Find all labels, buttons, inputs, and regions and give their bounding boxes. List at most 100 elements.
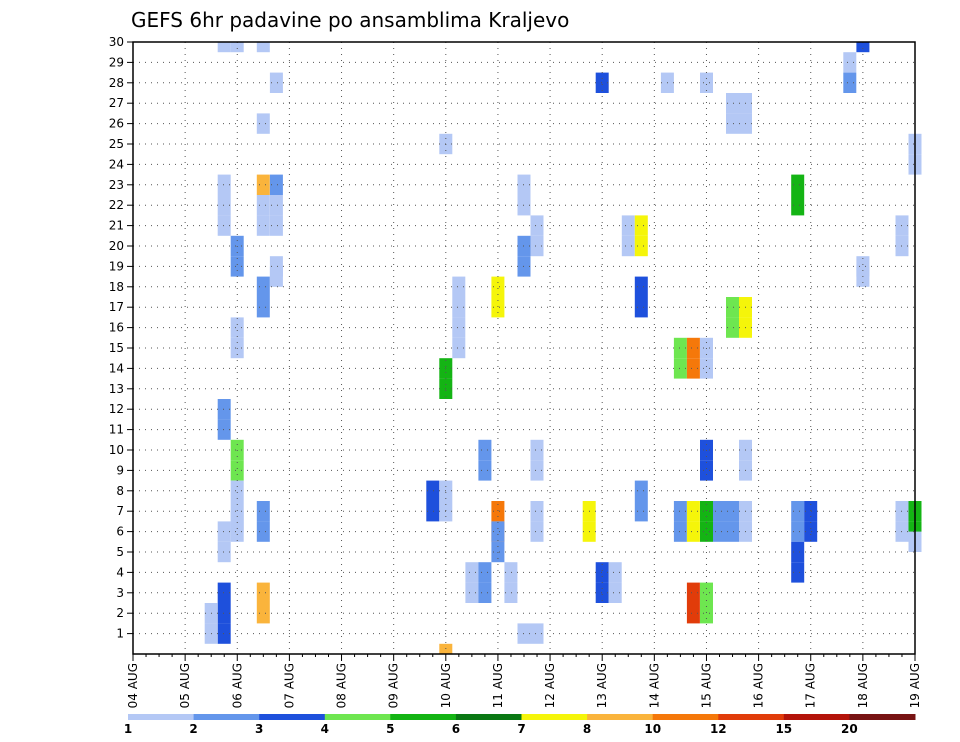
- precip-cell: [634, 215, 648, 236]
- precip-cell: [856, 42, 870, 53]
- colorbar-label: 10: [644, 722, 661, 736]
- precip-cell: [621, 235, 635, 257]
- precip-cell: [256, 521, 270, 542]
- precip-cell: [634, 276, 648, 297]
- precip-cell: [269, 215, 283, 236]
- colorbar-swatch: [128, 714, 195, 720]
- precip-cell: [700, 603, 713, 624]
- precip-cell: [452, 276, 466, 297]
- colorbar-label: 7: [517, 722, 525, 736]
- precip-cell: [700, 501, 713, 522]
- y-tick-label: 9: [116, 463, 124, 477]
- x-tick-label: 04 AUG: [126, 663, 140, 708]
- y-tick-label: 21: [109, 219, 124, 233]
- colorbar-label: 8: [583, 722, 591, 736]
- y-tick-label: 10: [109, 443, 124, 457]
- cells-layer: [204, 42, 922, 654]
- precip-cell: [726, 521, 739, 542]
- precip-cell: [230, 480, 244, 501]
- colorbar-swatch: [849, 714, 916, 720]
- precip-cell: [230, 42, 244, 53]
- y-tick-label: 20: [109, 239, 124, 253]
- precip-cell: [217, 174, 231, 195]
- precip-cell: [713, 521, 726, 542]
- precip-cell: [230, 460, 244, 481]
- precip-cell: [530, 439, 544, 461]
- y-tick-label: 12: [109, 402, 124, 416]
- precip-cell: [686, 501, 700, 522]
- precip-cell: [217, 603, 231, 624]
- precip-cell: [256, 297, 270, 318]
- y-tick-label: 18: [109, 280, 124, 294]
- precip-cell: [530, 215, 544, 236]
- y-tick-label: 27: [109, 96, 124, 110]
- x-axis: 04 AUG 05 AUG 06 AUG 07 AUG 08 AUG 09 AUG 10 A…: [126, 654, 922, 708]
- x-tick-label: 15 AUG: [699, 663, 713, 708]
- precip-cell: [217, 399, 231, 420]
- precip-cell: [726, 93, 739, 114]
- precip-cell: [217, 582, 231, 603]
- colorbar-label: 5: [386, 722, 394, 736]
- precip-cell: [726, 501, 739, 522]
- x-tick-label: 18 AUG: [856, 663, 870, 708]
- precip-cell: [686, 337, 700, 359]
- precip-cell: [465, 562, 479, 583]
- precip-cell: [634, 501, 648, 522]
- precip-cell: [491, 297, 505, 318]
- precip-cell: [608, 582, 622, 603]
- precip-cell: [269, 72, 283, 93]
- precip-cell: [256, 603, 270, 624]
- y-tick-label: 6: [116, 525, 124, 539]
- y-tick-label: 11: [109, 423, 124, 437]
- precip-cell: [478, 460, 492, 481]
- precip-cell: [217, 42, 231, 53]
- precip-cell: [426, 501, 440, 522]
- y-tick-label: 7: [116, 504, 124, 518]
- precip-cell: [217, 419, 231, 440]
- x-tick-label: 05 AUG: [178, 663, 192, 708]
- colorbar-legend: 1 2 3 4 5 6 7 8 10 12 15 20: [124, 714, 916, 736]
- precip-cell: [530, 501, 544, 522]
- precip-cell: [504, 582, 518, 603]
- y-tick-label: 23: [109, 178, 124, 192]
- precip-cell: [700, 72, 713, 93]
- precip-cell: [491, 501, 505, 522]
- precip-cell: [269, 266, 283, 287]
- y-tick-label: 24: [109, 157, 124, 171]
- precip-cell: [256, 501, 270, 522]
- precip-cell: [791, 562, 805, 583]
- precip-cell: [504, 562, 518, 583]
- precip-cell: [217, 215, 231, 236]
- colorbar-label: 12: [710, 722, 727, 736]
- colorbar-label: 15: [775, 722, 792, 736]
- precip-cell: [256, 215, 270, 236]
- x-tick-label: 10 AUG: [439, 663, 453, 708]
- precip-cell: [634, 480, 648, 501]
- precip-cell: [726, 297, 739, 318]
- grid-layer: [133, 42, 915, 654]
- precip-cell: [256, 276, 270, 297]
- x-tick-label: 17 AUG: [804, 663, 818, 708]
- y-tick-label: 15: [109, 341, 124, 355]
- precip-cell: [256, 195, 270, 216]
- colorbar-swatch: [652, 714, 719, 720]
- y-tick-label: 8: [116, 484, 124, 498]
- precip-cell: [452, 337, 466, 359]
- x-tick-label: 09 AUG: [387, 663, 401, 708]
- precip-cell: [269, 174, 283, 195]
- chart-title: GEFS 6hr padavine po ansamblima Kraljevo: [131, 8, 569, 32]
- y-tick-label: 25: [109, 137, 124, 151]
- precip-cell: [256, 113, 270, 134]
- precip-cell: [686, 603, 700, 624]
- colorbar-label: 4: [321, 722, 329, 736]
- precip-cell: [256, 42, 270, 53]
- precip-cell: [478, 439, 492, 461]
- precip-cell: [804, 501, 818, 522]
- precip-cell: [686, 582, 700, 603]
- precip-cell: [843, 72, 857, 93]
- precip-cell: [634, 297, 648, 318]
- y-tick-label: 30: [109, 35, 124, 49]
- y-axis: 1234567891011121314151617181920212223242…: [109, 35, 133, 641]
- precip-cell: [791, 195, 805, 216]
